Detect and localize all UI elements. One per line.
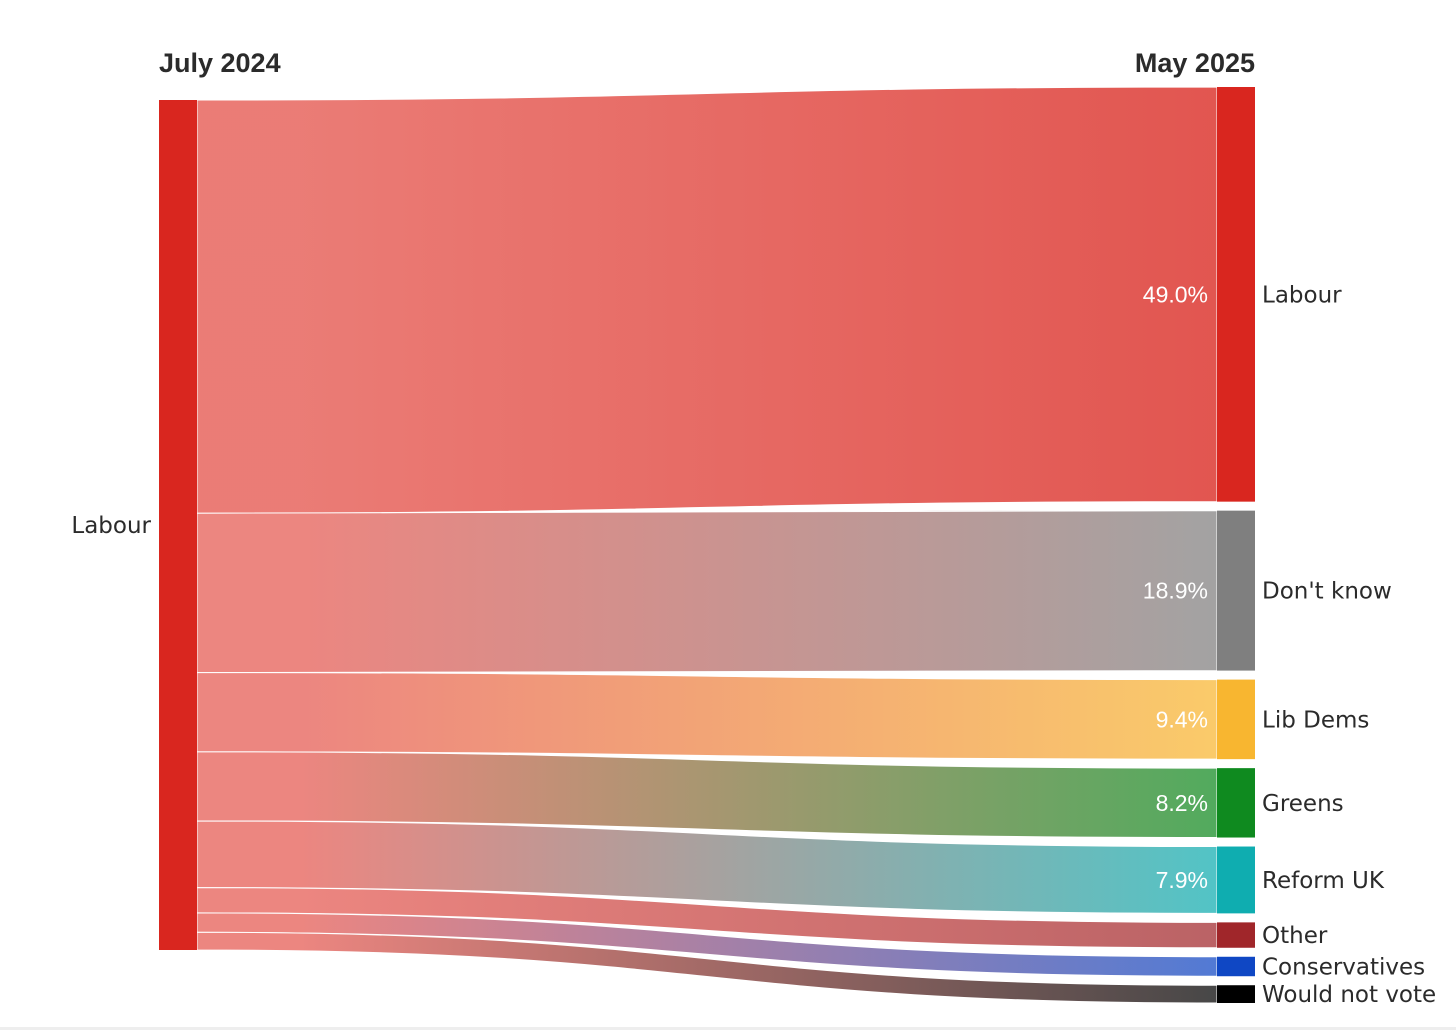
target-node-greens	[1217, 768, 1255, 838]
target-node-conservatives	[1217, 956, 1255, 977]
flow-link-lib-dems	[196, 672, 1218, 760]
target-node-would-not-vote	[1217, 985, 1255, 1003]
source-node-labour	[159, 100, 197, 950]
value-label-labour: 49.0%	[1143, 281, 1208, 307]
target-label-would-not-vote: Would not vote	[1262, 982, 1436, 1008]
bottom-divider	[0, 1027, 1456, 1030]
value-label-don-t-know: 18.9%	[1143, 578, 1208, 604]
labels: July 2024 May 2025 Labour Labour 49.0% Don…	[71, 48, 1436, 1008]
flow-link-labour	[196, 86, 1218, 514]
flow-link-don-t-know	[196, 510, 1218, 674]
flow-links	[196, 86, 1218, 1004]
target-label-labour: Labour	[1262, 282, 1342, 308]
flow-link-greens	[196, 751, 1218, 839]
value-label-reform-uk: 7.9%	[1156, 867, 1208, 893]
target-label-reform-uk: Reform UK	[1262, 868, 1385, 894]
source-node-label: Labour	[71, 513, 151, 539]
value-label-lib-dems: 9.4%	[1156, 706, 1208, 732]
target-node-other	[1217, 922, 1255, 948]
target-node-reform-uk	[1217, 846, 1255, 914]
target-label-other: Other	[1262, 923, 1328, 949]
target-label-conservatives: Conservatives	[1262, 954, 1425, 980]
flow-link-reform-uk	[196, 820, 1218, 914]
target-label-greens: Greens	[1262, 791, 1344, 817]
target-label-lib-dems: Lib Dems	[1262, 707, 1369, 733]
right-column-title: May 2025	[1135, 48, 1255, 78]
target-label-don-t-know: Don't know	[1262, 579, 1392, 605]
target-node-labour	[1217, 87, 1255, 502]
nodes	[159, 87, 1255, 1003]
left-column-title: July 2024	[159, 48, 281, 78]
value-label-greens: 8.2%	[1156, 790, 1208, 816]
target-node-don-t-know	[1217, 510, 1255, 671]
flow-link-other	[196, 887, 1218, 949]
target-node-lib-dems	[1217, 679, 1255, 760]
